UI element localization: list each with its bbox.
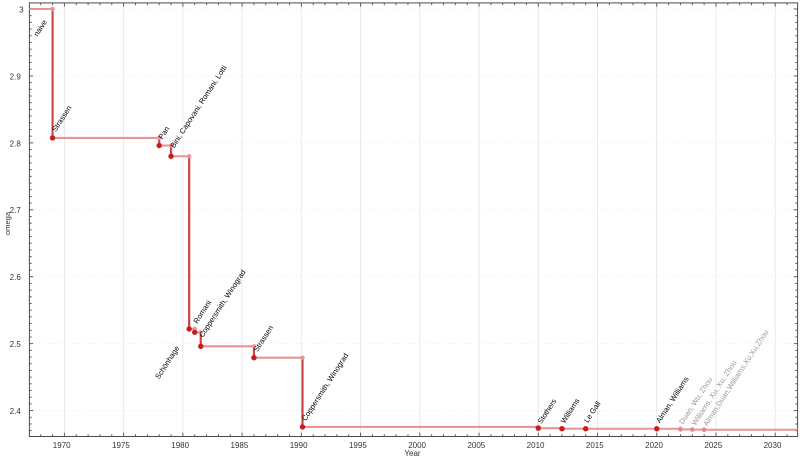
svg-text:2020: 2020 [645,441,663,450]
svg-text:1975: 1975 [112,441,130,450]
svg-text:2000: 2000 [408,441,426,450]
svg-text:2030: 2030 [764,441,782,450]
svg-text:omega: omega [3,211,12,235]
svg-text:1980: 1980 [171,441,189,450]
svg-text:1985: 1985 [231,441,249,450]
svg-text:3: 3 [19,5,24,14]
svg-text:2.4: 2.4 [10,407,22,416]
svg-text:1970: 1970 [53,441,71,450]
svg-text:2005: 2005 [467,441,485,450]
svg-text:2.9: 2.9 [10,72,22,81]
svg-text:2.6: 2.6 [10,273,22,282]
svg-text:1990: 1990 [290,441,308,450]
svg-text:2.8: 2.8 [10,139,22,148]
svg-text:2015: 2015 [586,441,604,450]
svg-text:2.7: 2.7 [10,206,22,215]
svg-text:2.5: 2.5 [10,340,22,349]
svg-text:1995: 1995 [349,441,367,450]
svg-text:2025: 2025 [704,441,722,450]
svg-text:2010: 2010 [527,441,545,450]
svg-text:Year: Year [404,449,421,458]
